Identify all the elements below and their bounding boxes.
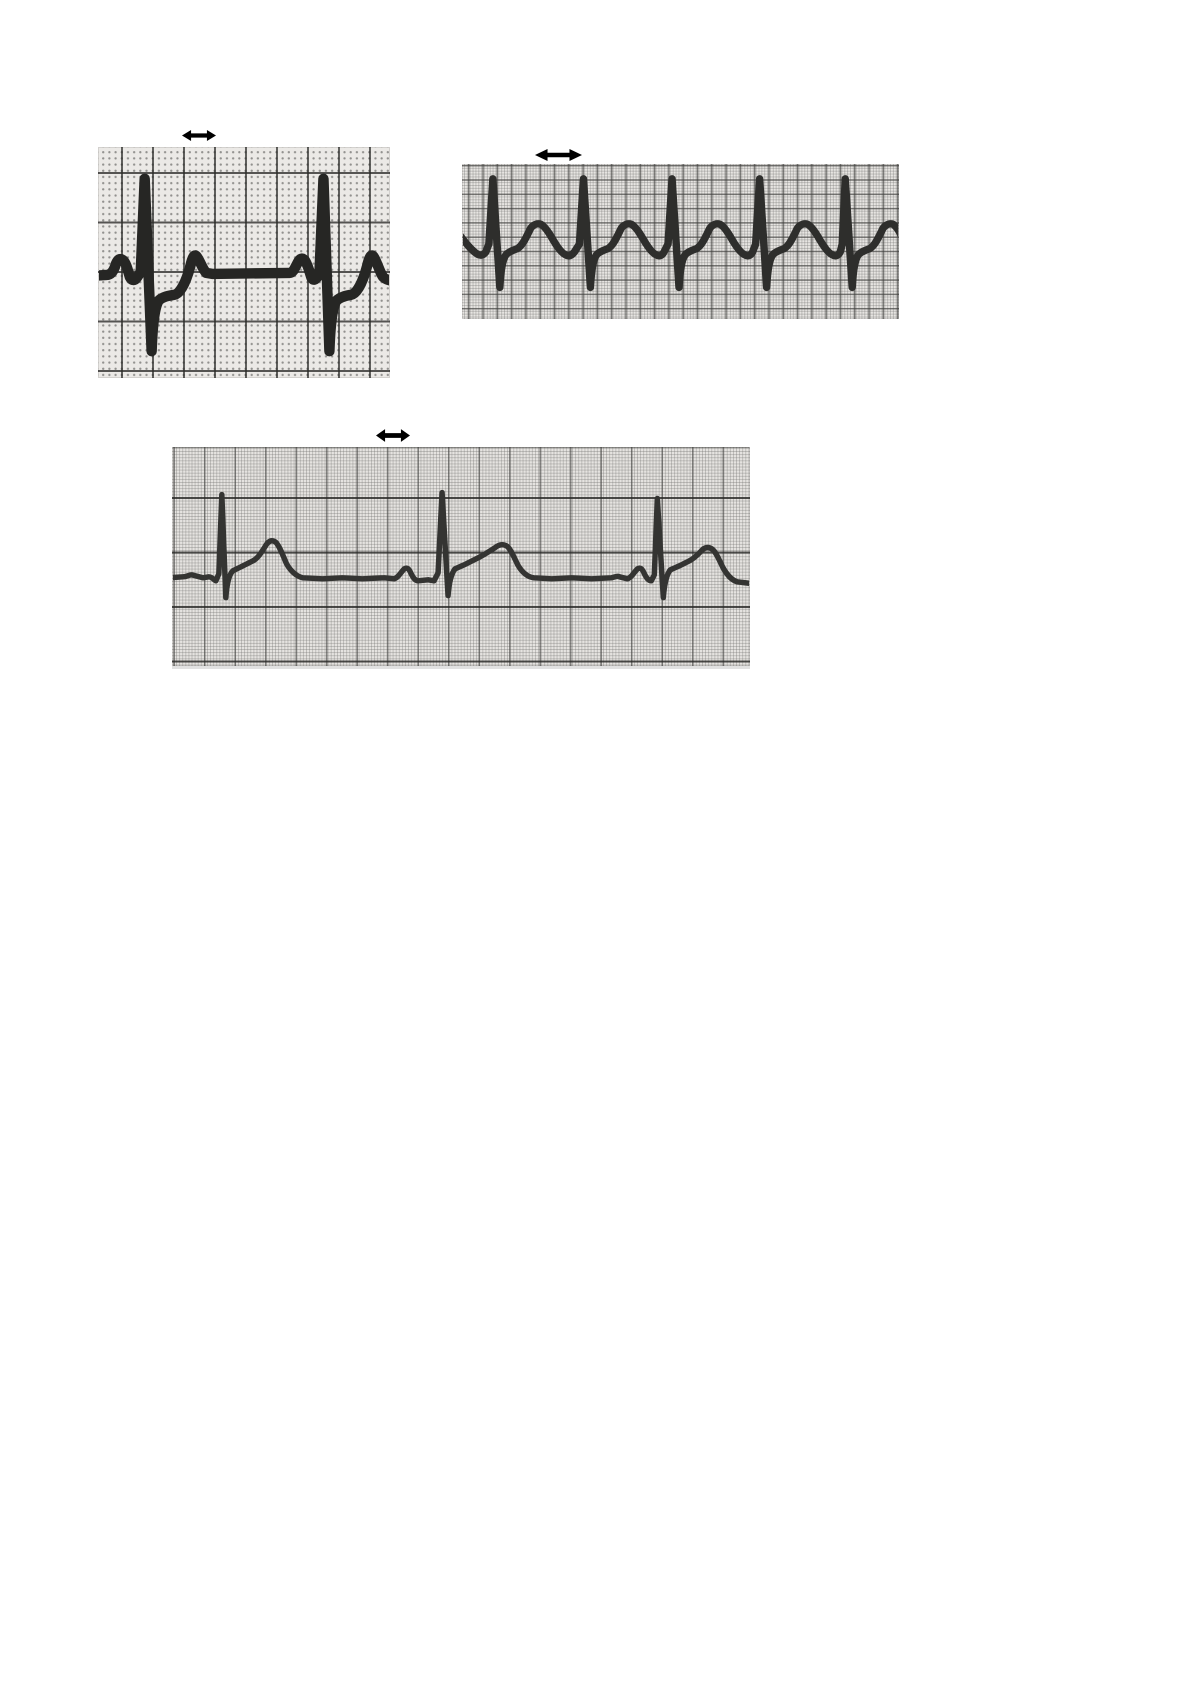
double-headed-arrow-icon: [182, 129, 216, 142]
ecg-strip-3: [172, 447, 750, 666]
ecg-strip-1: [98, 147, 390, 378]
ecg-waveform-3: [173, 489, 749, 601]
double-headed-arrow-icon: [376, 429, 410, 442]
interval-arrow-3: [376, 429, 410, 442]
ecg-waveform-2: [463, 175, 898, 292]
ecg-trace-svg-3: [173, 489, 749, 601]
interval-arrow-1: [182, 129, 216, 142]
ecg-trace-svg-2: [463, 175, 898, 292]
interval-arrow-2: [535, 149, 582, 161]
double-headed-arrow-icon: [535, 149, 582, 161]
ecg-waveform-1: [99, 173, 389, 357]
ecg-trace-svg-1: [99, 173, 389, 357]
ecg-strip-2: [462, 164, 899, 319]
